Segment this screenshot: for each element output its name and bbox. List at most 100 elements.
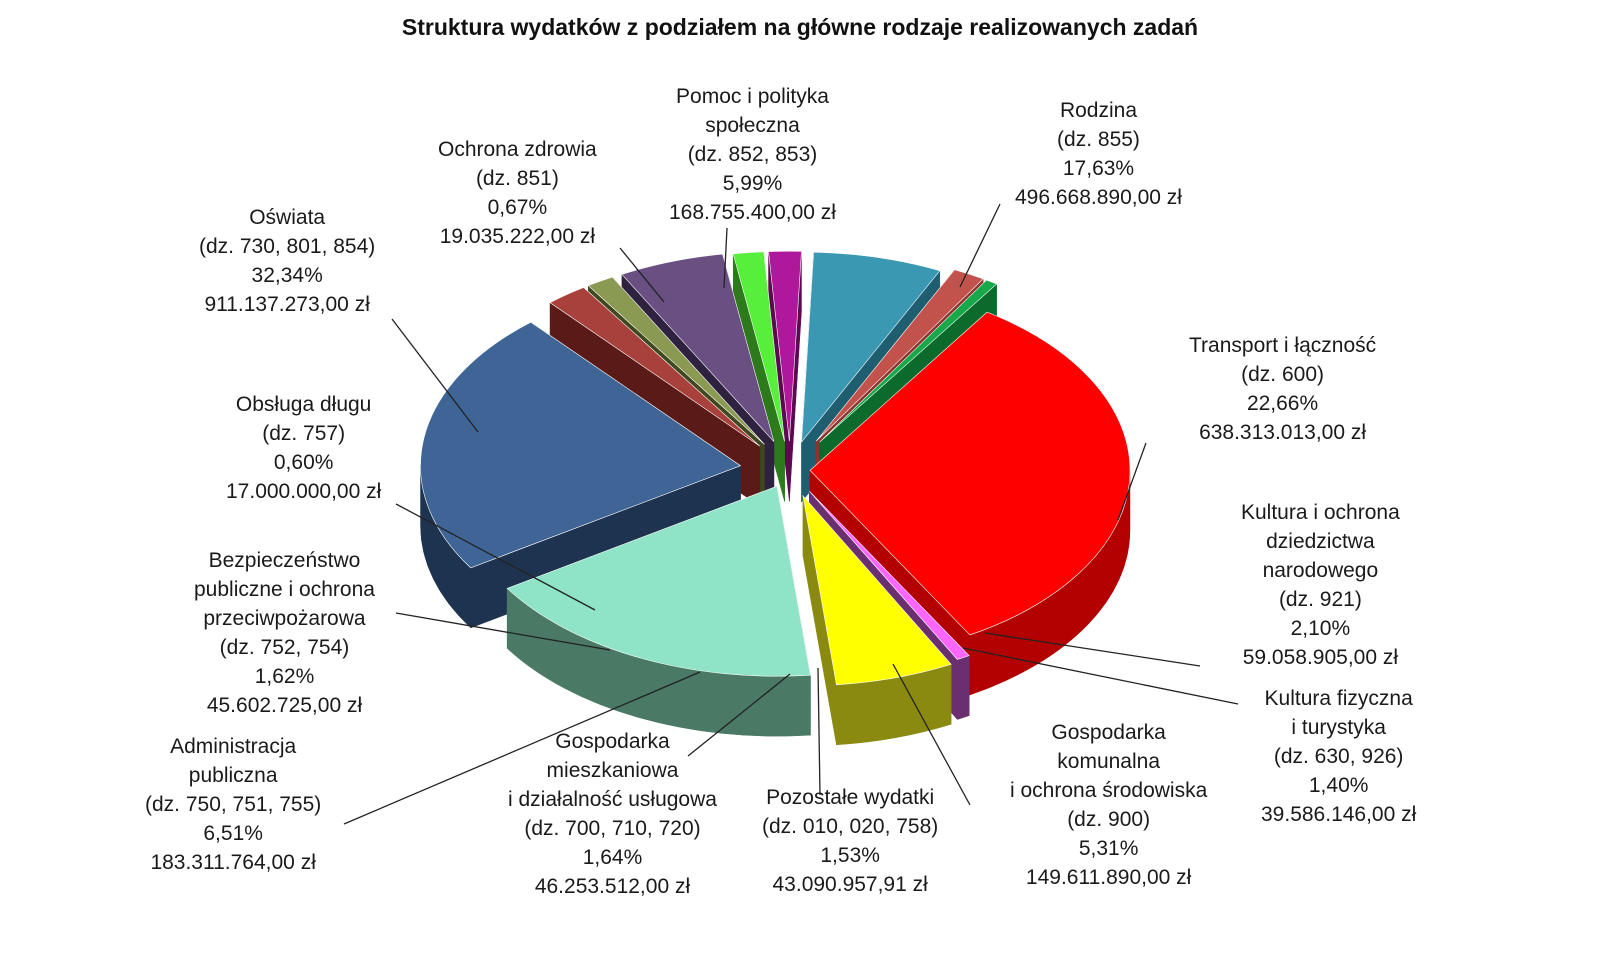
slice-administracja [801,251,941,443]
label-line: 1,62% [254,665,315,688]
label-line: 22,66% [1246,392,1319,415]
label-line: (dz. 855) [1057,128,1140,151]
label-pozostale: Pozostałe wydatki (dz. 010, 020, 758) 1,53… [762,783,938,899]
label-zdrowie: Ochrona zdrowia (dz. 851) 0,67% 19.035.222,… [438,135,597,251]
label-line: Pozostałe wydatki [766,786,935,809]
label-line: (dz. 921) [1278,588,1362,611]
label-line: (dz. 851) [475,167,559,190]
slice-mieszkaniowa [768,250,802,442]
label-line: Kultura fizyczna [1264,687,1413,710]
label-line: Administracja [170,735,297,758]
label-line: i ochrona środowiska [1010,779,1208,802]
label-line: 32,34% [251,264,323,287]
label-line: publiczne i ochrona [194,578,375,601]
label-pomoc: Pomoc i polityka społeczna (dz. 852, 853) 5… [669,82,836,227]
label-line: Obsługa długu [235,393,372,416]
label-line: Bezpieczeństwo [208,549,361,572]
label-line: 39.586.146,00 zł [1261,803,1417,826]
label-line: (dz. 752, 754) [219,636,350,659]
leader-bezpieczenstwo [395,612,611,651]
label-line: (dz. 757) [262,422,346,445]
label-line: 149.611.890,00 zł [1025,866,1192,889]
leader-sport [962,647,1239,705]
label-line: 2,10% [1290,617,1351,640]
label-line: 168.755.400,00 zł [669,201,836,224]
leader-rodzina [959,203,1001,288]
label-line: 0,60% [273,451,334,474]
leader-administracja [343,671,701,825]
label-line: (dz. 730, 801, 854) [199,235,376,258]
slice-komunalna [621,253,775,442]
slice-kultura [549,287,760,447]
label-line: 43.090.957,91 zł [772,873,928,896]
label-line: Transport i łączność [1189,334,1377,357]
leader-zdrowie [619,247,665,303]
slice-rodzina [506,485,811,677]
label-line: 911.137.273,00 zł [204,293,370,316]
label-komunalna: Gospodarka komunalna i ochrona środowiska (… [1010,718,1207,892]
label-line: 59.058.905,00 zł [1242,646,1399,669]
label-line: 5,31% [1078,837,1139,860]
leader-pomoc [723,227,728,289]
label-line: Pomoc i polityka [676,85,829,108]
label-line: 46.253.512,00 zł [534,875,691,898]
label-line: i turystyka [1291,716,1386,739]
label-transport: Transport i łączność (dz. 600) 22,66% 638.3… [1189,331,1376,447]
label-line: Kultura i ochrona [1241,501,1400,524]
label-line: Oświata [249,206,326,229]
label-dlug: Obsługa długu (dz. 757) 0,60% 17.000.000,00… [226,390,381,506]
label-line: mieszkaniowa [546,759,679,782]
label-bezpieczenstwo: Bezpieczeństwo publiczne i ochrona przeciw… [194,546,375,720]
label-line: (dz. 700, 710, 720) [524,817,701,840]
label-line: narodowego [1262,559,1379,582]
leader-oswiata [391,318,479,433]
label-line: 183.311.764,00 zł [150,851,316,874]
leader-komunalna [892,663,971,806]
label-line: 0,67% [487,196,548,219]
label-line: i działalność usługowa [508,788,717,811]
label-line: (dz. 600) [1241,363,1324,386]
label-line: (dz. 852, 853) [687,143,818,166]
label-oswiata: Oświata (dz. 730, 801, 854) 32,34% 911.137.… [199,203,375,319]
slice-bezpieczenstwo [816,269,984,442]
slice-dlug [819,279,998,443]
label-line: 17.000.000,00 zł [226,480,382,503]
label-line: 17,63% [1062,157,1135,180]
slice-rim-zdrowie [957,655,970,720]
label-line: 1,53% [820,844,880,867]
label-line: 496.668.890,00 zł [1015,186,1182,209]
label-line: dziedzictwa [1266,530,1375,553]
leader-lines [343,203,1239,825]
leader-dlug [395,503,596,611]
label-line: społeczna [705,114,800,137]
leader-transport [1117,442,1147,521]
slice-sport [587,276,765,445]
leader-pozostale [817,667,821,796]
label-line: 638.313.013,00 zł [1199,421,1367,444]
label-line: (dz. 010, 020, 758) [762,815,939,838]
slice-transport [420,321,742,569]
leader-mieszkaniowa [687,673,791,757]
chart-title: Struktura wydatków z podziałem na główne… [401,14,1199,40]
label-line: publiczna [188,764,278,787]
label-line: 45.602.725,00 zł [206,694,363,717]
label-line: 1,64% [582,846,643,869]
label-administracja: Administracja publiczna (dz. 750, 751, 755… [145,732,321,877]
slice-zdrowie [809,490,970,660]
slice-pozostale [732,251,785,442]
label-line: komunalna [1057,750,1160,773]
slice-oswiata [809,311,1131,636]
slice-tops [420,250,1131,686]
label-kultura: Kultura i ochrona dziedzictwa narodowego (d… [1241,498,1400,672]
label-line: (dz. 900) [1067,808,1151,831]
label-line: 1,40% [1308,774,1369,797]
label-line: (dz. 630, 926) [1273,745,1404,768]
label-line: (dz. 750, 751, 755) [145,793,322,816]
label-line: Rodzina [1059,99,1138,122]
label-rodzina: Rodzina (dz. 855) 17,63% 496.668.890,00 zł [1015,96,1182,212]
slice-pomoc [802,494,952,686]
label-line: 6,51% [203,822,263,845]
label-line: Gospodarka [555,730,670,753]
label-line: Gospodarka [1051,721,1166,744]
